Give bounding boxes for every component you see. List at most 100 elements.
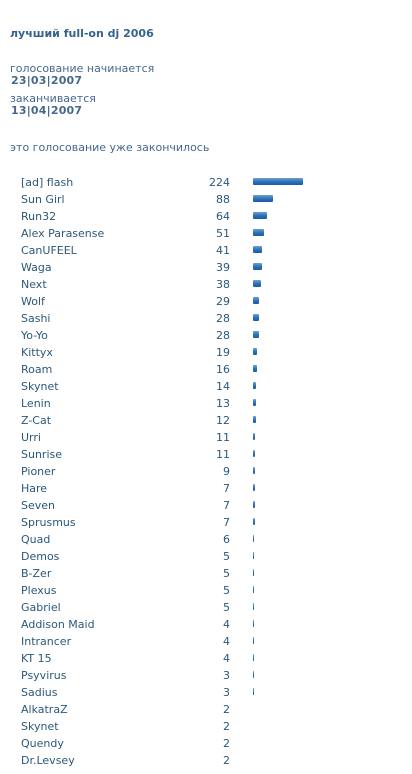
vote-count: 9 <box>223 465 230 478</box>
poll-result-row: Sunrise 11 <box>0 446 412 463</box>
vote-bar <box>253 552 254 559</box>
poll-result-row: Plexus 5 <box>0 582 412 599</box>
vote-count: 5 <box>223 550 230 563</box>
poll-result-row: Seven 7 <box>0 497 412 514</box>
candidate-name: AlkatraZ <box>21 703 68 716</box>
vote-bar <box>253 518 255 525</box>
candidate-name: Gabriel <box>21 601 61 614</box>
vote-count: 41 <box>216 244 230 257</box>
vote-bar <box>253 195 273 202</box>
vote-count: 7 <box>223 482 230 495</box>
poll-result-row: Demos 5 <box>0 548 412 565</box>
vote-count: 11 <box>216 431 230 444</box>
vote-count: 51 <box>216 227 230 240</box>
candidate-name: Sadius <box>21 686 58 699</box>
candidate-name: Run32 <box>21 210 57 223</box>
poll-result-row: Skynet 14 <box>0 378 412 395</box>
vote-bar <box>253 467 255 474</box>
poll-result-row: Intrancer 4 <box>0 633 412 650</box>
poll-result-row: Sprusmus 7 <box>0 514 412 531</box>
poll-result-row: Addison Maid 4 <box>0 616 412 633</box>
vote-count: 2 <box>223 737 230 750</box>
poll-result-row: [ad] flash 224 <box>0 174 412 191</box>
candidate-name: Plexus <box>21 584 57 597</box>
vote-bar <box>253 620 254 627</box>
candidate-name: B-Zer <box>21 567 52 580</box>
vote-count: 7 <box>223 516 230 529</box>
candidate-name: Urri <box>21 431 41 444</box>
candidate-name: Quendy <box>21 737 64 750</box>
poll-result-row: Sashi 28 <box>0 310 412 327</box>
vote-bar <box>253 586 254 593</box>
vote-count: 4 <box>223 618 230 631</box>
poll-result-row: Skynet 2 <box>0 718 412 735</box>
candidate-name: CanUFEEL <box>21 244 77 257</box>
poll-result-row: Sadius 3 <box>0 684 412 701</box>
candidate-name: Next <box>21 278 47 291</box>
poll-result-row: Sun Girl 88 <box>0 191 412 208</box>
vote-count: 14 <box>216 380 230 393</box>
vote-count: 2 <box>223 703 230 716</box>
vote-count: 5 <box>223 601 230 614</box>
poll-result-row: Psyvirus 3 <box>0 667 412 684</box>
vote-bar <box>253 501 255 508</box>
vote-bar <box>253 416 256 423</box>
poll-result-row: Next 38 <box>0 276 412 293</box>
vote-bar <box>253 569 254 576</box>
candidate-name: Hare <box>21 482 48 495</box>
poll-result-row: Quendy 2 <box>0 735 412 752</box>
end-label: заканчивается <box>10 92 96 105</box>
vote-count: 2 <box>223 720 230 733</box>
vote-bar <box>253 688 254 695</box>
candidate-name: Waga <box>21 261 52 274</box>
poll-results-list: [ad] flash 224 Sun Girl 88 Run32 64 Alex Paras… <box>0 174 412 769</box>
vote-bar <box>253 280 261 287</box>
vote-bar <box>253 671 254 678</box>
candidate-name: Roam <box>21 363 53 376</box>
vote-bar <box>253 450 255 457</box>
candidate-name: Yo-Yo <box>21 329 48 342</box>
vote-count: 5 <box>223 584 230 597</box>
vote-count: 7 <box>223 499 230 512</box>
poll-result-row: Quad 6 <box>0 531 412 548</box>
vote-count: 39 <box>216 261 230 274</box>
vote-bar <box>253 637 254 644</box>
vote-bar <box>253 433 255 440</box>
vote-bar <box>253 331 259 338</box>
vote-count: 3 <box>223 669 230 682</box>
start-label: голосование начинается <box>10 62 155 75</box>
poll-result-row: B-Zer 5 <box>0 565 412 582</box>
candidate-name: Sunrise <box>21 448 63 461</box>
candidate-name: Skynet <box>21 720 59 733</box>
poll-result-row: Waga 39 <box>0 259 412 276</box>
end-date: 13|04|2007 <box>11 104 83 117</box>
candidate-name: Demos <box>21 550 60 563</box>
vote-count: 3 <box>223 686 230 699</box>
candidate-name: Kittyx <box>21 346 53 359</box>
poll-result-row: Roam 16 <box>0 361 412 378</box>
candidate-name: Sprusmus <box>21 516 76 529</box>
vote-bar <box>253 603 254 610</box>
candidate-name: Quad <box>21 533 51 546</box>
poll-result-row: KT 15 4 <box>0 650 412 667</box>
vote-count: 13 <box>216 397 230 410</box>
poll-result-row: Urri 11 <box>0 429 412 446</box>
poll-result-row: Yo-Yo 28 <box>0 327 412 344</box>
vote-bar <box>253 654 254 661</box>
vote-count: 28 <box>216 312 230 325</box>
vote-count: 4 <box>223 635 230 648</box>
candidate-name: Sun Girl <box>21 193 65 206</box>
candidate-name: Seven <box>21 499 55 512</box>
candidate-name: Dr.Levsey <box>21 754 75 767</box>
poll-result-row: Alex Parasense 51 <box>0 225 412 242</box>
vote-count: 5 <box>223 567 230 580</box>
vote-bar <box>253 348 257 355</box>
vote-bar <box>253 382 256 389</box>
vote-count: 6 <box>223 533 230 546</box>
vote-bar <box>253 535 254 542</box>
vote-bar <box>253 246 262 253</box>
vote-count: 28 <box>216 329 230 342</box>
poll-result-row: Run32 64 <box>0 208 412 225</box>
vote-count: 38 <box>216 278 230 291</box>
vote-bar <box>253 229 264 236</box>
